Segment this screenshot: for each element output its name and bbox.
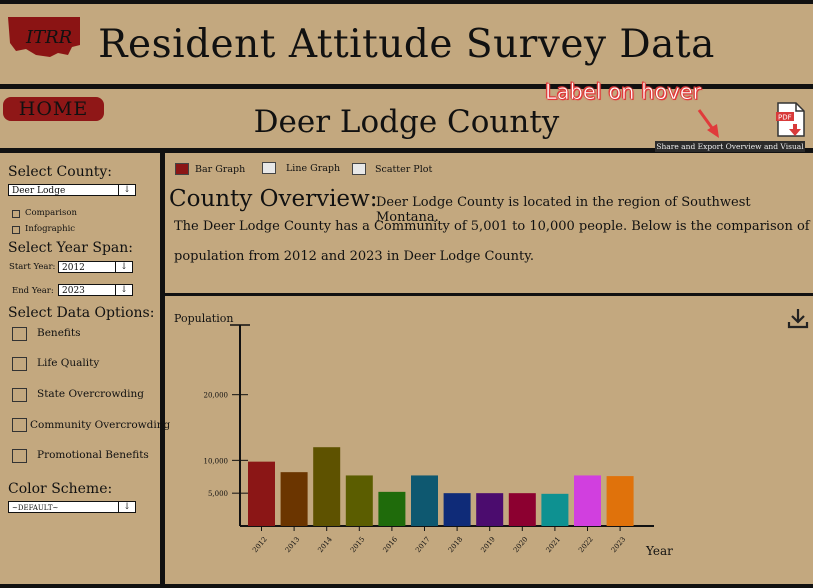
chevron-down-icon[interactable]: ↓ [118,501,135,513]
x-tick-label: 2023 [610,535,628,554]
y-axis-label: Population [174,312,233,325]
page-title: Resident Attitude Survey Data [98,22,715,67]
subheader-divider [0,148,813,153]
life-quality-checkbox[interactable] [12,357,27,371]
bottom-border [0,584,813,588]
end-year-value: 2023 [62,286,85,296]
bar-2021 [541,493,569,526]
county-title: Deer Lodge County [253,104,560,140]
line-graph-option[interactable] [262,162,276,174]
community-overcrowding-checkbox[interactable] [12,418,27,432]
overview-line-1: Deer Lodge County is located in the regi… [376,195,751,225]
x-axis-label: Year [645,544,673,558]
x-tick-label: 2018 [447,535,465,554]
bar-2015 [345,475,373,526]
itrr-logo[interactable]: ITRR [6,15,86,59]
chevron-down-icon[interactable]: ↓ [115,284,132,296]
life-quality-label: Life Quality [37,357,100,369]
start-year-select[interactable]: 2012 ↓ [58,261,133,273]
y-tick-label: 5,000 [208,490,228,498]
color-scheme-value: ~DEFAULT~ [12,504,59,512]
state-overcrowding-label: State Overcrowding [37,388,144,400]
home-button[interactable]: HOME [3,97,104,121]
line-graph-label: Line Graph [286,163,341,174]
start-year-value: 2012 [62,263,85,273]
community-overcrowding-label: Community Overcrowding [30,419,171,431]
color-scheme-label: Color Scheme: [8,481,113,497]
color-scheme-select[interactable]: ~DEFAULT~ ↓ [8,501,136,513]
annotation-arrow-icon [697,109,719,138]
overview-line-3: population from 2012 and 2023 in Deer Lo… [174,249,535,264]
bar-2014 [313,447,341,526]
end-year-select[interactable]: 2023 ↓ [58,284,133,296]
infographic-label: Infographic [25,224,76,234]
bar-2018 [443,493,471,526]
x-tick-label: 2012 [251,535,269,554]
x-tick-label: 2016 [382,535,400,554]
bar-2017 [411,475,438,526]
pdf-icon-text: PDF [778,114,792,122]
x-tick-label: 2021 [545,535,563,554]
x-tick-label: 2020 [512,535,530,554]
bar-2022 [574,475,601,526]
header-divider [0,84,813,89]
bar-2012 [248,461,275,526]
population-bar-chart: Population Year 5,000 10,000 20,000 2012 201… [174,312,673,558]
state-overcrowding-checkbox[interactable] [12,388,27,402]
x-tick-label: 2014 [316,535,334,554]
x-tick-label: 2013 [284,535,302,554]
scatter-plot-option[interactable] [352,163,366,175]
bar-2019 [476,493,504,526]
chevron-down-icon[interactable]: ↓ [118,184,135,196]
chevron-down-icon[interactable]: ↓ [115,261,132,273]
start-year-label: Start Year: [9,262,56,272]
overview-heading: County Overview: [169,186,378,212]
county-select[interactable]: Deer Lodge ↓ [8,184,136,196]
sidebar-divider [160,153,165,588]
y-tick-label: 10,000 [204,457,229,465]
end-year-label: End Year: [12,286,54,296]
download-icon[interactable] [786,306,810,330]
pdf-export-icon[interactable]: PDF [776,102,806,138]
bar-graph-label: Bar Graph [195,164,246,175]
bar-2016 [378,491,406,526]
x-tick-label: 2017 [414,535,432,554]
bar-2023 [606,476,634,526]
hover-annotation: Label on hover [545,80,702,105]
comparison-checkbox[interactable] [12,210,20,218]
promotional-benefits-label: Promotional Benefits [37,449,149,461]
logo-text: ITRR [25,27,72,48]
bar-2013 [280,472,308,526]
x-tick-label: 2019 [479,535,497,554]
benefits-checkbox[interactable] [12,327,27,341]
bar-2020 [508,493,536,526]
x-tick-label: 2015 [349,535,367,554]
y-tick-label: 20,000 [204,392,229,400]
data-options-label: Select Data Options: [8,305,155,321]
overview-line-2: The Deer Lodge County has a Community of… [174,219,810,234]
scatter-plot-label: Scatter Plot [375,164,433,175]
year-span-label: Select Year Span: [8,240,133,256]
select-county-label: Select County: [8,164,112,180]
comparison-label: Comparison [25,208,77,218]
infographic-checkbox[interactable] [12,226,20,234]
promotional-benefits-checkbox[interactable] [12,449,27,463]
overview-divider [165,293,813,296]
export-tooltip: Share and Export Overview and Visual [655,141,805,152]
bar-graph-option[interactable] [175,163,189,175]
x-tick-label: 2022 [577,535,595,554]
benefits-label: Benefits [37,327,81,339]
county-select-value: Deer Lodge [12,186,66,196]
top-border [0,0,813,4]
